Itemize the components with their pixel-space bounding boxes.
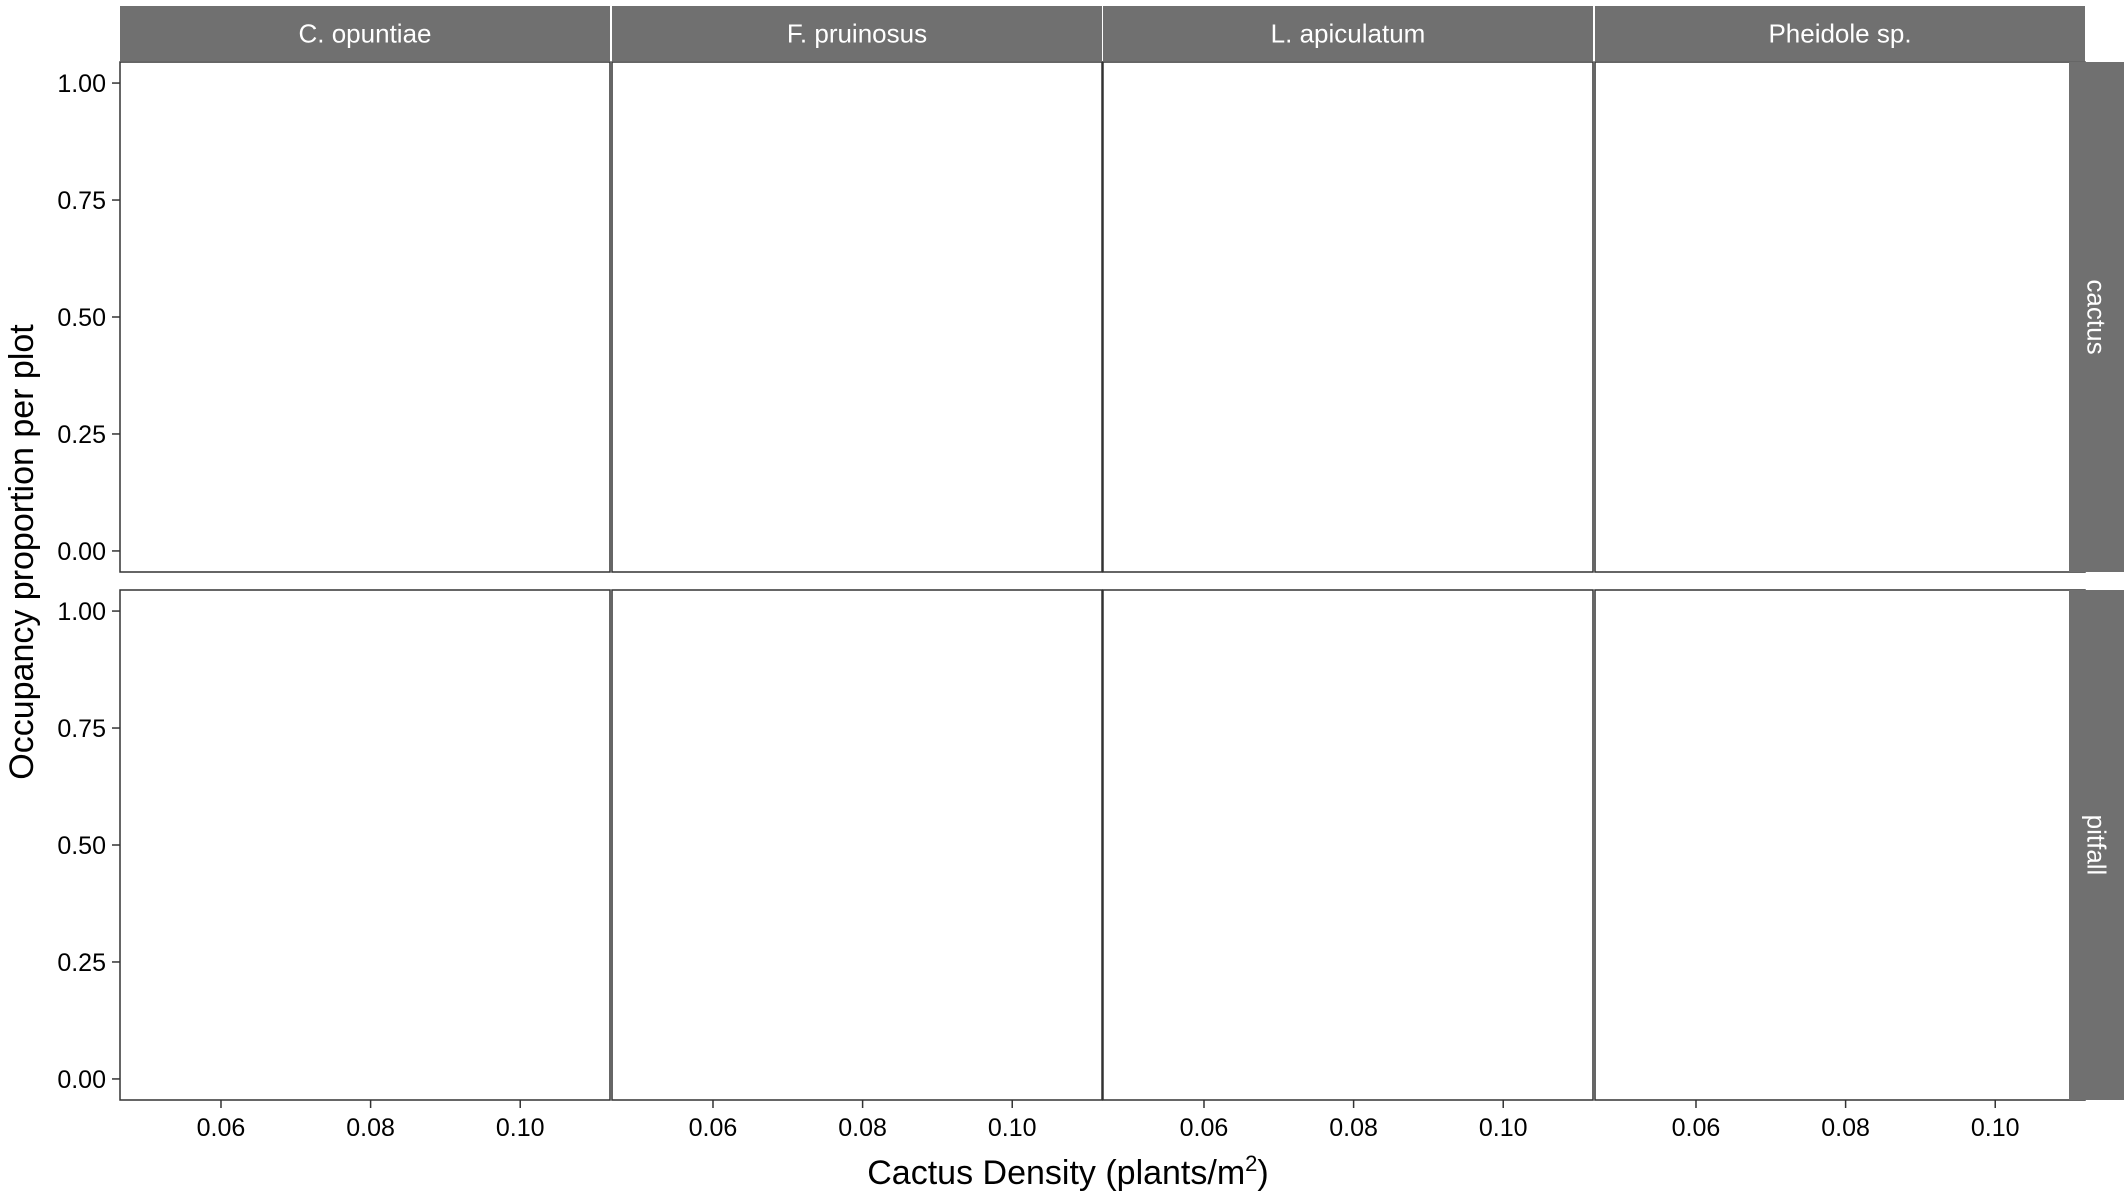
panel-border	[119, 589, 611, 1101]
panel-c-opuntiae-cactus	[119, 61, 611, 573]
panel-f-pruinosus-cactus	[611, 61, 1103, 573]
row-strip: cactus	[2069, 62, 2124, 572]
y-tick-label: 0.50	[57, 832, 106, 860]
column-strip-label: F. pruinosus	[787, 19, 927, 49]
column-strip-background	[120, 6, 610, 61]
row-strip-background	[2069, 590, 2124, 1100]
panel-l-apiculatum-cactus	[1102, 61, 1594, 573]
x-tick-label: 0.08	[1329, 1114, 1378, 1142]
row-strip-label: pitfall	[2082, 815, 2112, 876]
panel-c-opuntiae-pitfall	[119, 589, 611, 1101]
x-tick-label: 0.10	[1971, 1114, 2020, 1142]
y-tick-label: 0.75	[57, 715, 106, 743]
column-strip: C. opuntiae	[120, 6, 610, 61]
y-tick-label: 0.25	[57, 421, 106, 449]
column-strip: F. pruinosus	[612, 6, 1102, 61]
column-strip-label: L. apiculatum	[1271, 19, 1426, 49]
y-tick-label: 1.00	[57, 598, 106, 626]
panel-border	[1594, 589, 2086, 1101]
row-strip-background	[2069, 62, 2124, 572]
x-tick-label: 0.08	[1821, 1114, 1870, 1142]
y-axis-title: Occupancy proportion per plot	[3, 324, 41, 780]
x-axis-title-main: Cactus Density (plants/m	[867, 1154, 1245, 1192]
column-strip-label: Pheidole sp.	[1768, 19, 1911, 49]
column-strip-background	[612, 6, 1102, 61]
x-tick-label: 0.06	[1180, 1114, 1229, 1142]
x-axis-title: Cactus Density (plants/m2)	[867, 1151, 1268, 1192]
x-tick-label: 0.08	[838, 1114, 887, 1142]
panel-border	[611, 589, 1103, 1101]
x-tick-label: 0.06	[197, 1114, 246, 1142]
column-strip: Pheidole sp.	[1595, 6, 2085, 61]
y-tick-label: 0.50	[57, 304, 106, 332]
panel-f-pruinosus-pitfall	[611, 589, 1103, 1101]
x-tick-label: 0.10	[1479, 1114, 1528, 1142]
column-strip-label: C. opuntiae	[299, 19, 432, 49]
panel-border	[1594, 61, 2086, 573]
panel-border	[1102, 589, 1594, 1101]
axes-layer: 0.00 0.25 0.50 0.75 1.00 0.00 0.25 0.50 0.75 1.00…	[57, 70, 2019, 1142]
y-tick-label: 0.00	[57, 538, 106, 566]
panel-pheidole-sp-cactus	[1594, 61, 2086, 573]
column-strip-background	[1595, 6, 2085, 61]
panel-border	[119, 61, 611, 573]
panel-border	[611, 61, 1103, 573]
panel-layer	[119, 61, 2086, 1101]
y-tick-label: 0.00	[57, 1066, 106, 1094]
y-tick-label: 0.25	[57, 949, 106, 977]
y-tick-label: 1.00	[57, 70, 106, 98]
facet-strips: C. opuntiae F. pruinosus L. apiculatum Phei…	[120, 6, 2124, 1100]
x-tick-label: 0.06	[689, 1114, 738, 1142]
x-tick-label: 0.10	[988, 1114, 1037, 1142]
panel-l-apiculatum-pitfall	[1102, 589, 1594, 1101]
panel-pheidole-sp-pitfall	[1594, 589, 2086, 1101]
x-tick-label: 0.10	[496, 1114, 545, 1142]
x-tick-label: 0.06	[1672, 1114, 1721, 1142]
x-tick-label: 0.08	[346, 1114, 395, 1142]
row-strip-label: cactus	[2082, 279, 2112, 354]
panel-border	[1102, 61, 1594, 573]
x-axis-title-close: )	[1257, 1154, 1268, 1192]
column-strip: L. apiculatum	[1103, 6, 1593, 61]
column-strip-background	[1103, 6, 1593, 61]
row-strip: pitfall	[2069, 590, 2124, 1100]
y-tick-label: 0.75	[57, 187, 106, 215]
x-axis-title-superscript: 2	[1245, 1151, 1257, 1176]
